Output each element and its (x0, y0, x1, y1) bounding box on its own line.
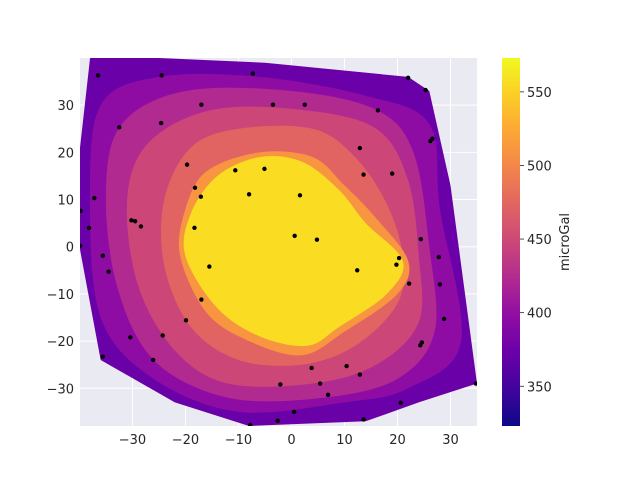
colorbar-tick-label: 400 (527, 307, 552, 322)
sample-point (233, 168, 238, 173)
sample-point (192, 185, 198, 190)
sample-point (418, 236, 424, 242)
sample-point (291, 409, 297, 415)
sample-point (199, 297, 204, 302)
sample-point (441, 316, 447, 322)
y-tick-label: −10 (47, 288, 74, 303)
colorbar-tick-label: 450 (527, 233, 552, 248)
sample-point (80, 243, 83, 248)
sample-point (270, 102, 276, 107)
sample-point (418, 343, 423, 348)
sample-point (357, 372, 363, 377)
colorbar-tick-label: 500 (527, 159, 552, 174)
x-tick-label: −30 (119, 433, 146, 448)
sample-point (325, 392, 331, 398)
sample-point (262, 166, 267, 172)
sample-point (80, 208, 83, 214)
colorbar-ticks: 350 400 450 500 550 (520, 86, 552, 395)
sample-point (437, 282, 443, 287)
colorbar-tick-label: 550 (527, 86, 552, 101)
y-axis-ticks: −30 −20 −10 0 10 20 30 (47, 99, 74, 397)
sample-point (396, 255, 402, 261)
sample-point (430, 136, 435, 141)
x-axis-ticks: −30 −20 −10 0 10 20 30 (119, 433, 459, 448)
y-tick-label: −30 (47, 382, 74, 397)
x-tick-label: 0 (287, 433, 295, 448)
sample-point (192, 225, 197, 231)
x-tick-label: 10 (336, 433, 353, 448)
sample-point (132, 219, 138, 224)
x-tick-label: 20 (389, 433, 406, 448)
colorbar-label: microGal (558, 213, 573, 271)
sample-point (423, 87, 428, 93)
sample-point (375, 108, 381, 113)
sample-point (117, 125, 122, 130)
x-tick-label: −10 (225, 433, 252, 448)
sample-point (95, 73, 101, 78)
y-tick-label: 10 (57, 194, 74, 209)
sample-point (158, 120, 164, 126)
sample-point (92, 195, 97, 201)
sample-point (344, 363, 349, 369)
sample-point (183, 318, 189, 323)
sample-point (159, 73, 164, 78)
y-tick-label: 0 (66, 241, 74, 256)
y-tick-label: 30 (57, 99, 74, 114)
sample-point (361, 417, 366, 422)
sample-point (138, 224, 144, 229)
x-tick-label: 30 (442, 433, 459, 448)
sample-point (398, 400, 403, 406)
sample-point (247, 422, 253, 426)
sample-point (309, 365, 314, 371)
sample-point (317, 381, 323, 386)
sample-point (302, 102, 307, 107)
sample-point (389, 171, 395, 176)
colorbar (502, 58, 520, 426)
sample-point (86, 225, 92, 231)
sample-point (406, 281, 412, 286)
sample-point (160, 333, 165, 338)
x-tick-label: −20 (172, 433, 199, 448)
sample-point (106, 269, 111, 274)
sample-point (150, 357, 156, 363)
sample-point (184, 162, 190, 167)
sample-point (314, 237, 320, 242)
y-tick-label: 20 (57, 146, 74, 161)
y-tick-label: −20 (47, 335, 74, 350)
sample-point (198, 194, 204, 199)
sample-point (394, 262, 399, 267)
sample-point (246, 192, 252, 197)
sample-point (292, 233, 297, 239)
contour-band (183, 156, 404, 347)
colorbar-tick-label: 350 (527, 380, 552, 395)
sample-point (405, 75, 411, 81)
sample-point (128, 335, 133, 340)
sample-point (278, 382, 283, 387)
sample-point (297, 193, 303, 198)
data-points (80, 71, 477, 426)
sample-point (100, 253, 105, 258)
sample-point (207, 264, 212, 269)
sample-point (361, 172, 366, 177)
sample-point (129, 218, 134, 223)
sample-point (473, 381, 477, 386)
sample-point (355, 268, 360, 273)
sample-point (100, 354, 105, 359)
sample-point (436, 254, 442, 260)
sample-point (357, 145, 363, 151)
sample-point (250, 71, 255, 76)
sample-point (275, 418, 280, 424)
contour-fill (80, 58, 477, 426)
sample-point (199, 102, 204, 107)
